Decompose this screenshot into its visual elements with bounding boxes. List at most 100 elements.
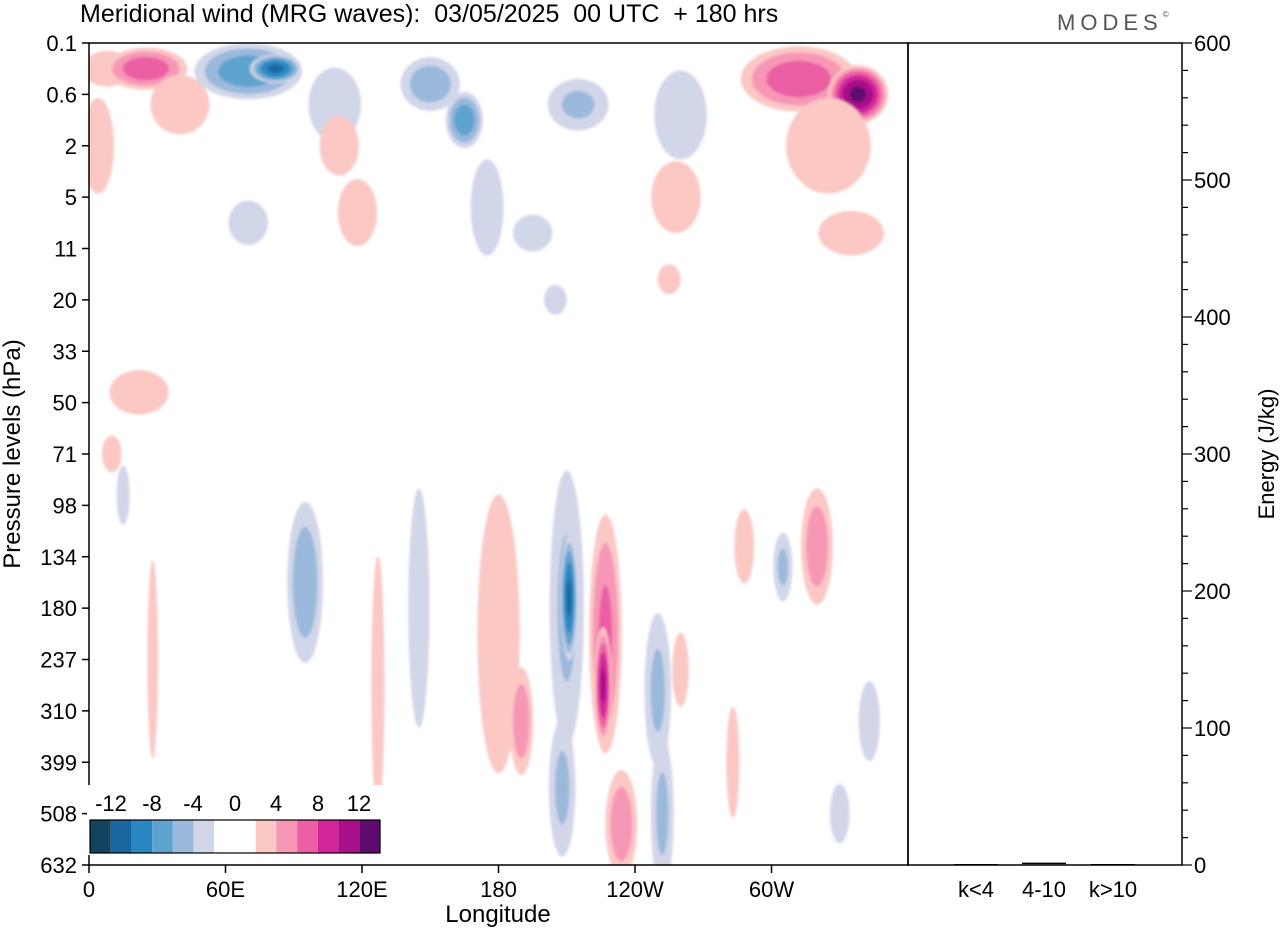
contour-blob (656, 772, 669, 855)
colorbar-swatch (338, 820, 360, 853)
contour-blob (292, 526, 318, 638)
energy-plot-frame (907, 42, 1183, 866)
contour-blob (829, 783, 850, 844)
y-tick-label: 399 (40, 750, 77, 775)
colorbar: -12 -8 -4 0 4 8 12 (87, 785, 387, 855)
contour-blob (610, 786, 633, 861)
colorbar-swatch (255, 820, 277, 853)
colorbar-label: -12 (95, 791, 127, 816)
contour-blob (858, 681, 880, 761)
y-tick-label: 508 (40, 802, 77, 827)
y-tick-label: 33 (53, 339, 77, 364)
y-tick-label: 20 (53, 288, 77, 313)
contour-blob (477, 494, 520, 774)
energy-tick-label: 200 (1194, 579, 1231, 604)
colorbar-swatch (172, 820, 194, 853)
contour-blob (555, 751, 570, 825)
x-tick-label: 120E (336, 877, 387, 902)
energy-bar (1022, 862, 1066, 865)
x-tick-label: 60E (206, 877, 245, 902)
contour-blob (453, 104, 475, 136)
energy-bars: k<4 4-10 k>10 (954, 862, 1137, 902)
contour-blob (267, 64, 284, 74)
x-tick-label: 120W (606, 877, 664, 902)
contour-blob (806, 506, 828, 587)
contour-blob (561, 90, 595, 119)
longitude-axis: 0 60E 120E 180 120W 60W (83, 865, 794, 902)
energy-tick-label: 500 (1194, 168, 1231, 193)
contour-blob (101, 435, 122, 473)
colorbar-frame (89, 819, 381, 854)
contour-blob (109, 370, 169, 415)
pressure-axis: 0.1 0.6 2 5 11 20 33 50 71 98 134 180 237 310 399 508 63… (40, 31, 89, 878)
y-tick-label: 237 (40, 648, 77, 673)
energy-tick-label: 100 (1194, 716, 1231, 741)
x-tick-label: 180 (480, 877, 517, 902)
brand-name: MODES (1057, 10, 1163, 35)
energy-bar (954, 864, 998, 866)
contour-blob (672, 632, 689, 707)
colorbar-label: -4 (183, 791, 203, 816)
wind-contour-field (89, 43, 889, 865)
contour-blob (319, 116, 359, 176)
y-tick-label: 5 (65, 185, 77, 210)
contour-blob (543, 285, 567, 315)
y-tick-label: 310 (40, 699, 77, 724)
contour-blob (147, 560, 158, 759)
contour-blob (786, 97, 871, 194)
energy-axis: 0 100 200 300 400 500 600 (1182, 31, 1231, 878)
colorbar-swatch (317, 820, 339, 853)
colorbar-label: 0 (229, 791, 241, 816)
energy-tick-label: 600 (1194, 31, 1231, 56)
colorbar-label: 12 (347, 791, 371, 816)
colorbar-swatch (235, 820, 256, 853)
contour-blob (512, 214, 553, 252)
colorbar-swatch (214, 820, 235, 853)
contour-blob (600, 667, 606, 703)
y-axis-label: Pressure levels (hPa) (0, 339, 26, 568)
contour-blob (657, 264, 681, 295)
contour-blob (818, 210, 884, 256)
contour-blob (777, 548, 788, 586)
modes-logo: MODES© (1057, 10, 1169, 36)
colorbar-swatch (297, 820, 318, 853)
contour-blob (513, 684, 530, 759)
x-tick-label: 0 (83, 877, 95, 902)
contour-blob (651, 161, 701, 233)
contour-blob (654, 70, 707, 160)
contour-blob (734, 509, 755, 584)
energy-axis-label: Energy (J/kg) (1254, 389, 1279, 520)
energy-category-label: k>10 (1089, 877, 1137, 902)
energy-tick-label: 300 (1194, 442, 1231, 467)
colorbar-swatch (152, 820, 173, 853)
colorbar-swatch (110, 820, 132, 853)
x-axis-label: Longitude (445, 901, 550, 928)
contour-blob (849, 86, 867, 103)
energy-tick-label: 400 (1194, 305, 1231, 330)
colorbar-swatch (276, 820, 298, 853)
energy-category-label: k<4 (958, 877, 994, 902)
energy-tick-label: 0 (1194, 853, 1206, 878)
contour-blob (726, 706, 740, 818)
colorbar-label: -8 (142, 791, 162, 816)
colorbar-swatch (193, 820, 215, 853)
contour-blob (89, 98, 114, 194)
colorbar-swatch (359, 820, 380, 853)
y-tick-label: 0.6 (46, 82, 77, 107)
colorbar-swatch (131, 820, 153, 853)
contour-blob (409, 65, 451, 103)
contour-blob (122, 56, 169, 81)
chart-title: Meridional wind (MRG waves): 03/05/2025 … (80, 0, 779, 28)
colorbar-label: 8 (312, 791, 324, 816)
y-tick-label: 98 (53, 493, 77, 518)
y-tick-label: 632 (40, 853, 77, 878)
contour-blob (150, 75, 210, 135)
x-tick-label: 60W (749, 877, 794, 902)
y-tick-label: 71 (53, 442, 77, 467)
y-tick-label: 11 (54, 237, 77, 262)
colorbar-swatch (90, 820, 111, 853)
y-tick-label: 0.1 (46, 31, 77, 56)
contour-blob (408, 488, 430, 728)
contour-blob (371, 555, 385, 815)
